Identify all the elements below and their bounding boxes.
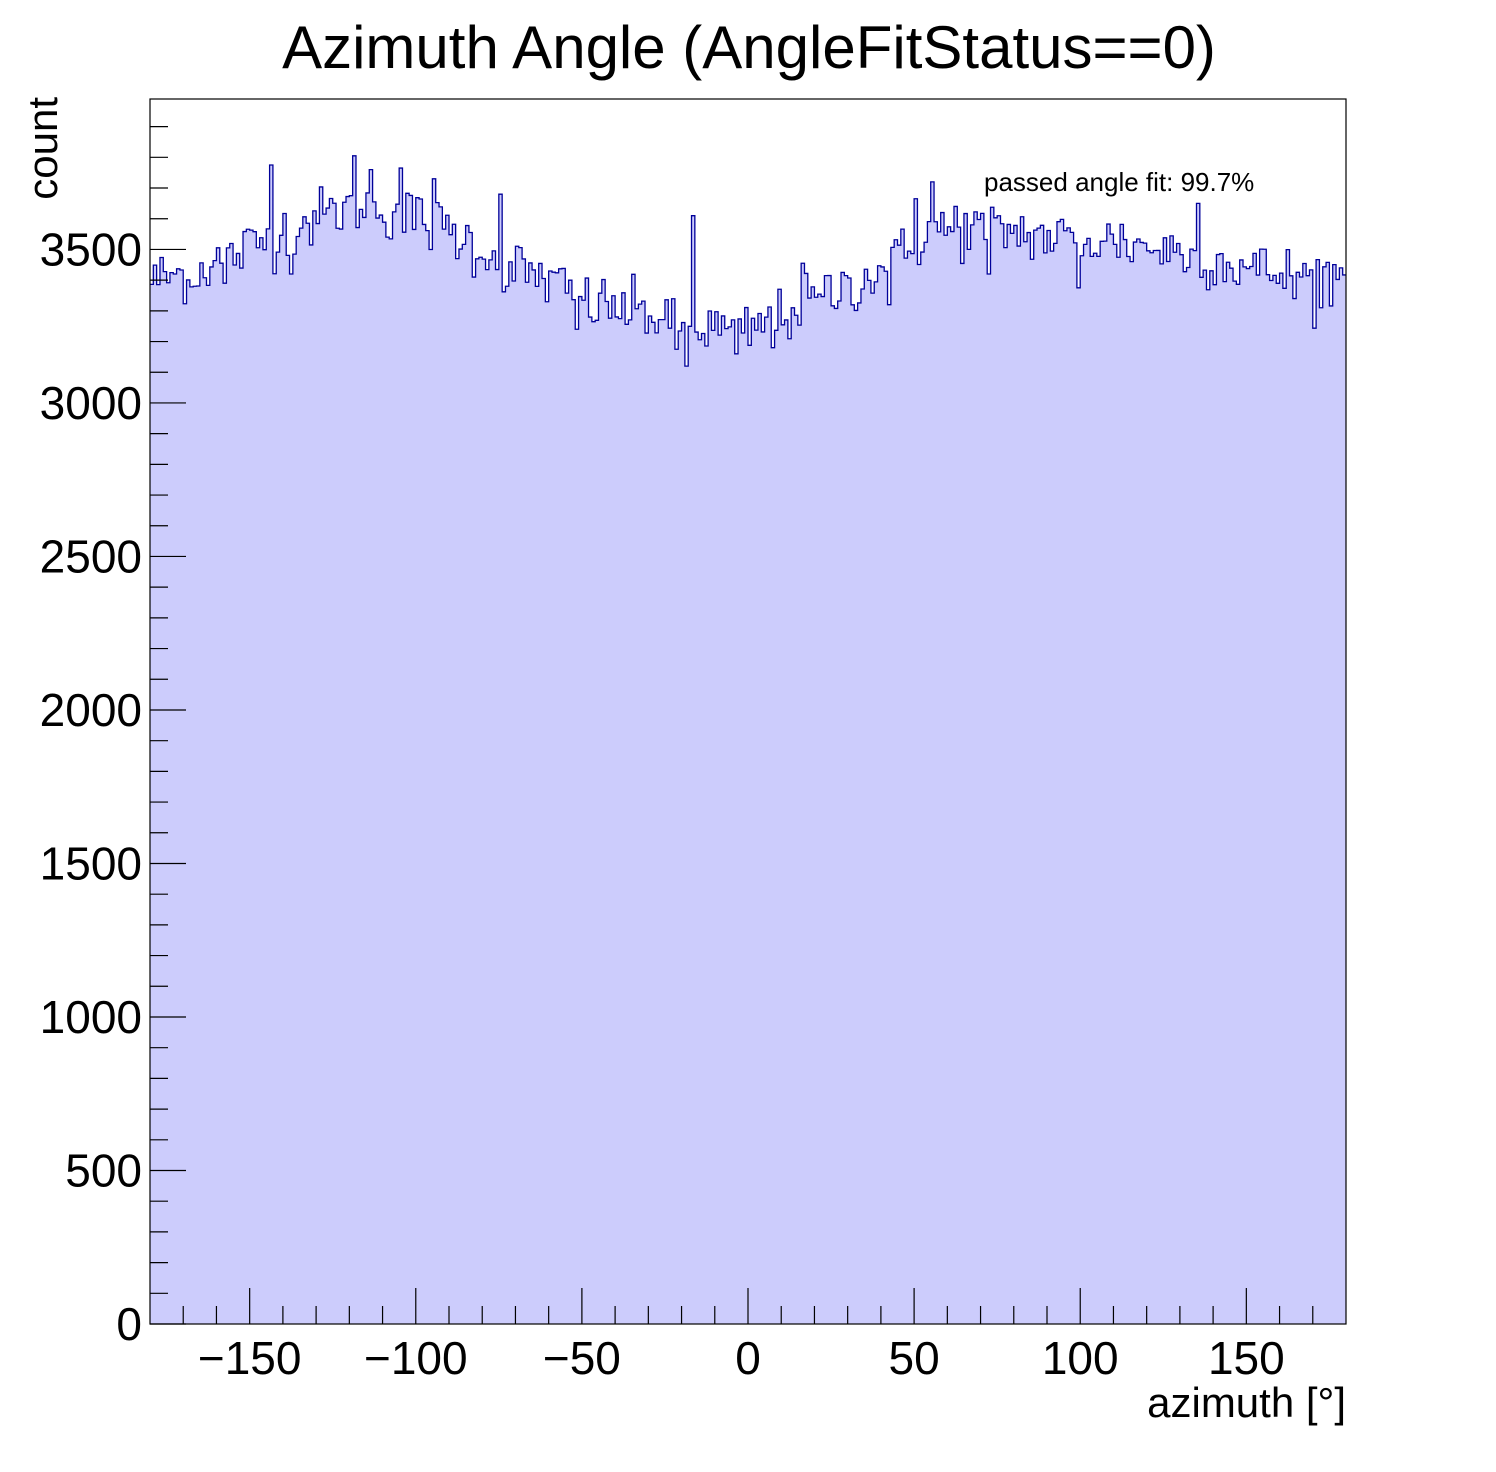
- y-tick-label: 3500: [40, 223, 142, 275]
- x-tick-label: 150: [1208, 1332, 1285, 1384]
- histogram-outline: [150, 155, 1346, 367]
- chart-title: Azimuth Angle (AngleFitStatus==0): [282, 14, 1216, 81]
- y-tick-label: 1500: [40, 837, 142, 889]
- x-axis: −150 −100 −50 0 50 100 150: [182, 1288, 1314, 1384]
- histogram-fill: [150, 155, 1346, 1324]
- y-tick-label: 2500: [40, 530, 142, 582]
- y-tick-label: 500: [65, 1144, 142, 1196]
- annotation-text: passed angle fit: 99.7%: [984, 167, 1254, 197]
- y-tick-label: 1000: [40, 991, 142, 1043]
- x-axis-label: azimuth [°]: [1147, 1379, 1346, 1426]
- x-tick-label: −100: [364, 1332, 468, 1384]
- x-tick-label: 0: [735, 1332, 761, 1384]
- y-tick-label: 3000: [40, 377, 142, 429]
- x-tick-label: 100: [1042, 1332, 1119, 1384]
- y-tick-label: 0: [116, 1298, 142, 1350]
- x-tick-label: −150: [198, 1332, 302, 1384]
- y-axis-label: count: [19, 97, 66, 200]
- x-tick-label: −50: [543, 1332, 621, 1384]
- histogram-bins: [150, 155, 1346, 1324]
- x-tick-label: 50: [889, 1332, 940, 1384]
- y-tick-label: 2000: [40, 684, 142, 736]
- y-axis: 0 500 1000 1500 2000 2500 3000 3500: [40, 126, 186, 1350]
